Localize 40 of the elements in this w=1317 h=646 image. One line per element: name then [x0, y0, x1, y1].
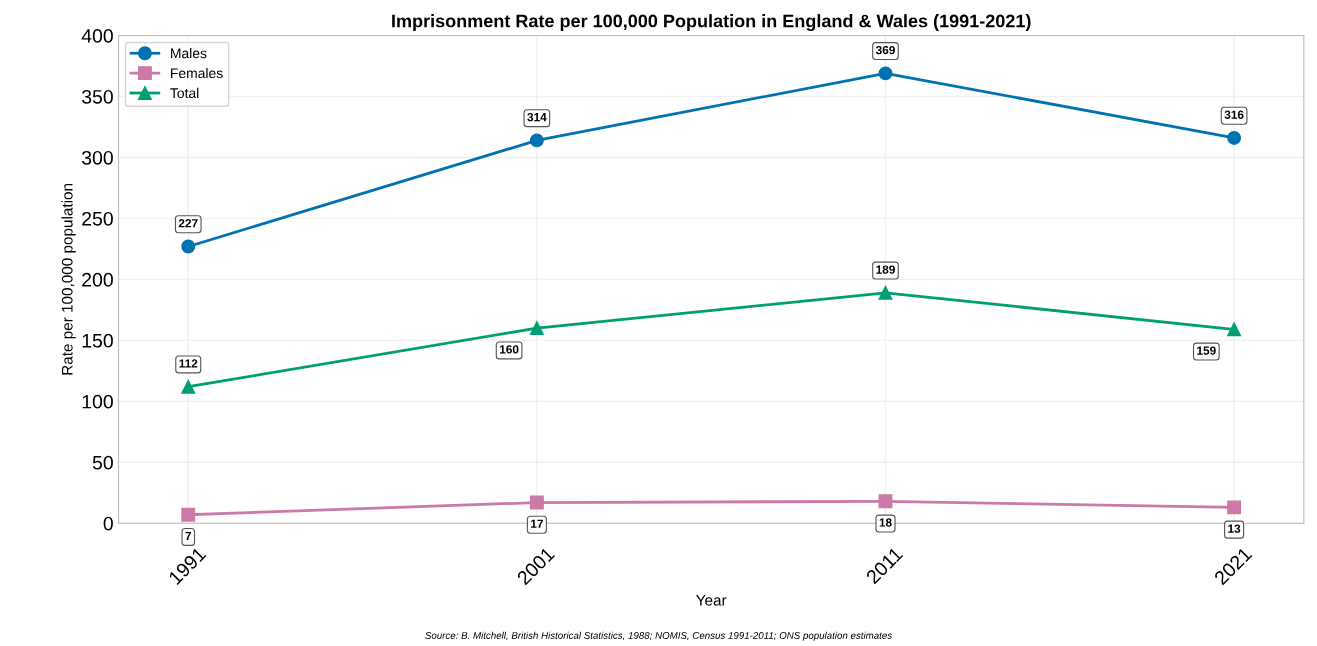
point: [878, 494, 893, 509]
point: [181, 507, 196, 522]
y-tick-label: 150: [82, 333, 113, 348]
y-tick-label: 400: [81, 29, 113, 43]
data-label: 369: [875, 45, 895, 55]
point: [1227, 131, 1242, 145]
point: [1227, 322, 1242, 337]
point: [181, 379, 196, 394]
y-axis-title: Rate per 100,000 population: [61, 183, 76, 375]
data-label: 160: [499, 345, 519, 354]
data-label: 13: [1228, 524, 1241, 533]
data-label: 314: [527, 112, 547, 122]
y-tick-label: 50: [92, 455, 113, 470]
chart-title: Imprisonment Rate per 100,000 Population in England & Wales (1991-2021): [392, 14, 1031, 32]
source-note: Source: B. Mitchell, British Historical Statistics, 1988; NOMIS, Census 1991-2011; ONS population estimates: [425, 631, 892, 641]
y-tick-label: 300: [81, 150, 113, 165]
legend-label: Males: [171, 48, 207, 59]
point: [529, 321, 544, 336]
data-label: 17: [531, 519, 543, 528]
point: [1227, 500, 1242, 515]
y-tick-label: 350: [81, 89, 113, 104]
point: [181, 239, 196, 254]
y-tick-label: 0: [103, 516, 113, 531]
y-tick-label: 250: [82, 211, 113, 226]
data-label: 112: [179, 359, 198, 368]
data-label: 18: [879, 518, 892, 527]
point: [878, 285, 893, 300]
legend-label: Total: [170, 87, 199, 99]
y-tick-label: 200: [82, 272, 113, 287]
data-label: 159: [1197, 346, 1216, 355]
point: [878, 66, 893, 81]
data-label: 316: [1224, 110, 1244, 119]
point: [529, 133, 544, 148]
data-label: 189: [876, 265, 895, 274]
legend-label: Females: [171, 67, 223, 79]
x-axis-title: Year: [696, 595, 727, 606]
data-label: 7: [185, 531, 192, 540]
data-label: 227: [178, 219, 198, 228]
y-tick-label: 100: [82, 394, 113, 409]
point: [529, 495, 544, 510]
